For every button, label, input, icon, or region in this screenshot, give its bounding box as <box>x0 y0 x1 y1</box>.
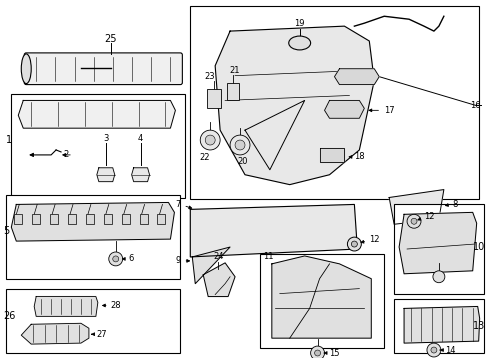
Circle shape <box>230 135 249 155</box>
Circle shape <box>426 343 440 357</box>
Text: 26: 26 <box>3 311 16 321</box>
Text: 4: 4 <box>138 134 143 143</box>
Polygon shape <box>11 202 174 241</box>
Polygon shape <box>271 256 370 338</box>
Text: 10: 10 <box>472 242 485 252</box>
Bar <box>190 6 478 199</box>
Text: 7: 7 <box>175 200 180 209</box>
Bar <box>226 82 239 100</box>
Bar <box>207 89 221 108</box>
Polygon shape <box>334 69 379 85</box>
Bar <box>14 214 22 224</box>
Polygon shape <box>190 204 357 257</box>
Polygon shape <box>403 306 479 343</box>
Circle shape <box>432 271 444 283</box>
Bar <box>6 194 180 279</box>
Circle shape <box>346 237 361 251</box>
Polygon shape <box>18 100 175 128</box>
Circle shape <box>314 350 320 356</box>
Text: 13: 13 <box>472 321 485 331</box>
Bar <box>139 214 147 224</box>
Circle shape <box>108 252 122 266</box>
Bar <box>393 204 483 294</box>
Circle shape <box>351 241 357 247</box>
Text: 24: 24 <box>212 252 223 261</box>
Ellipse shape <box>21 54 31 84</box>
Bar <box>122 214 129 224</box>
FancyBboxPatch shape <box>24 53 182 85</box>
Circle shape <box>430 347 436 353</box>
Circle shape <box>406 214 420 228</box>
Text: 23: 23 <box>204 72 215 81</box>
Bar <box>260 254 384 348</box>
Text: 15: 15 <box>329 348 339 357</box>
Polygon shape <box>21 323 89 344</box>
Circle shape <box>410 218 416 224</box>
Text: 2: 2 <box>63 150 68 159</box>
Circle shape <box>205 135 215 145</box>
Text: 14: 14 <box>444 346 454 355</box>
Text: 3: 3 <box>103 134 108 143</box>
Text: 17: 17 <box>384 106 394 115</box>
Text: 20: 20 <box>237 157 248 166</box>
Bar <box>157 214 165 224</box>
Polygon shape <box>388 190 443 224</box>
Polygon shape <box>319 148 344 162</box>
Polygon shape <box>34 297 98 316</box>
Text: 6: 6 <box>128 255 134 264</box>
Polygon shape <box>192 247 230 284</box>
Ellipse shape <box>288 36 310 50</box>
Polygon shape <box>324 100 364 118</box>
Bar <box>32 214 40 224</box>
Text: 28: 28 <box>111 301 121 310</box>
Polygon shape <box>131 168 149 182</box>
Text: 27: 27 <box>97 330 107 339</box>
Polygon shape <box>215 26 373 185</box>
Text: 5: 5 <box>3 226 10 236</box>
Bar <box>86 214 94 224</box>
Text: 25: 25 <box>104 34 117 44</box>
Bar <box>103 214 112 224</box>
Text: 18: 18 <box>354 152 364 161</box>
Bar <box>50 214 58 224</box>
Bar <box>11 94 185 198</box>
Text: 8: 8 <box>452 200 457 209</box>
Circle shape <box>235 140 244 150</box>
Text: 11: 11 <box>263 252 273 261</box>
Text: 12: 12 <box>423 212 433 221</box>
Text: 21: 21 <box>229 66 240 75</box>
Polygon shape <box>398 212 476 274</box>
Text: 16: 16 <box>469 101 480 110</box>
Circle shape <box>113 256 119 262</box>
Text: 12: 12 <box>368 235 379 244</box>
Text: 1: 1 <box>6 135 13 145</box>
Bar <box>393 298 483 353</box>
Text: 9: 9 <box>175 256 180 265</box>
Polygon shape <box>203 263 235 297</box>
Circle shape <box>310 346 324 360</box>
Text: 19: 19 <box>294 19 305 28</box>
Bar <box>68 214 76 224</box>
Bar <box>6 289 180 353</box>
Circle shape <box>200 130 220 150</box>
Text: 22: 22 <box>199 153 209 162</box>
Polygon shape <box>97 168 115 182</box>
